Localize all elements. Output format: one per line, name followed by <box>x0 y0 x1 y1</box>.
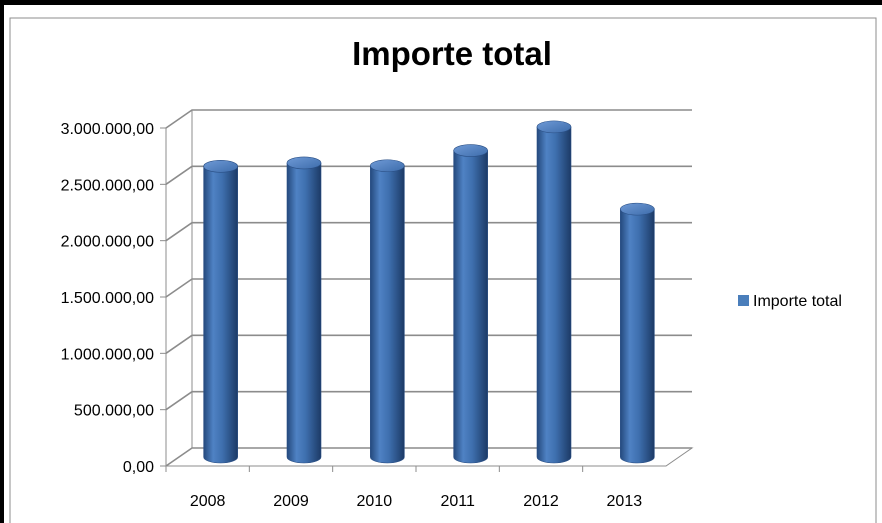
y-axis-ticks: 0,00 500.000,00 1.000.000,00 1.500.000,00 2.… <box>61 121 166 476</box>
bar <box>203 160 238 464</box>
y-tick-label: 500.000,00 <box>74 403 154 420</box>
bar <box>286 156 322 464</box>
bar-cap <box>203 160 238 173</box>
bar-body <box>453 150 488 464</box>
bar <box>536 120 572 464</box>
bar <box>453 144 488 464</box>
y-tick-label: 1.000.000,00 <box>61 346 155 363</box>
gridlines <box>165 109 692 467</box>
bar-body <box>286 162 322 464</box>
bar-body <box>370 165 405 464</box>
bar-cap <box>286 156 322 170</box>
gridline <box>165 278 692 298</box>
bar-body <box>536 126 572 464</box>
gridline <box>165 447 692 467</box>
y-tick-label: 3.000.000,00 <box>61 121 155 138</box>
bar-body <box>203 166 238 464</box>
y-tick-label: 1.500.000,00 <box>61 290 155 307</box>
y-tick-label: 2.000.000,00 <box>61 234 155 251</box>
gridline <box>165 221 692 242</box>
x-tick-label: 2010 <box>357 493 393 510</box>
gridline <box>165 390 692 411</box>
x-tick-label: 2013 <box>607 493 643 510</box>
legend-label: Importe total <box>753 293 842 310</box>
bar-body <box>620 208 655 464</box>
chart-title: Importe total <box>352 35 552 72</box>
bar <box>620 202 655 464</box>
x-tick-label: 2012 <box>523 493 559 510</box>
gridline <box>165 165 692 185</box>
bar-cap <box>370 159 405 173</box>
bar <box>370 159 405 464</box>
bar-cap <box>453 144 488 157</box>
y-tick-label: 0,00 <box>123 459 154 476</box>
gridline <box>165 334 692 354</box>
bar-cap <box>620 202 655 216</box>
legend-swatch <box>738 295 749 306</box>
bar-cap <box>536 120 572 134</box>
x-tick-label: 2011 <box>440 493 475 510</box>
chart-area-border <box>9 17 877 523</box>
gridline <box>165 109 692 129</box>
bars <box>203 120 655 464</box>
floor <box>164 447 694 467</box>
legend: Importe total <box>738 293 842 310</box>
x-tick-label: 2009 <box>273 493 309 510</box>
x-tick-label: 2008 <box>190 493 226 510</box>
y-tick-label: 2.500.000,00 <box>61 177 155 194</box>
x-axis-ticks: 2008 2009 2010 2011 2012 2013 <box>165 466 643 510</box>
